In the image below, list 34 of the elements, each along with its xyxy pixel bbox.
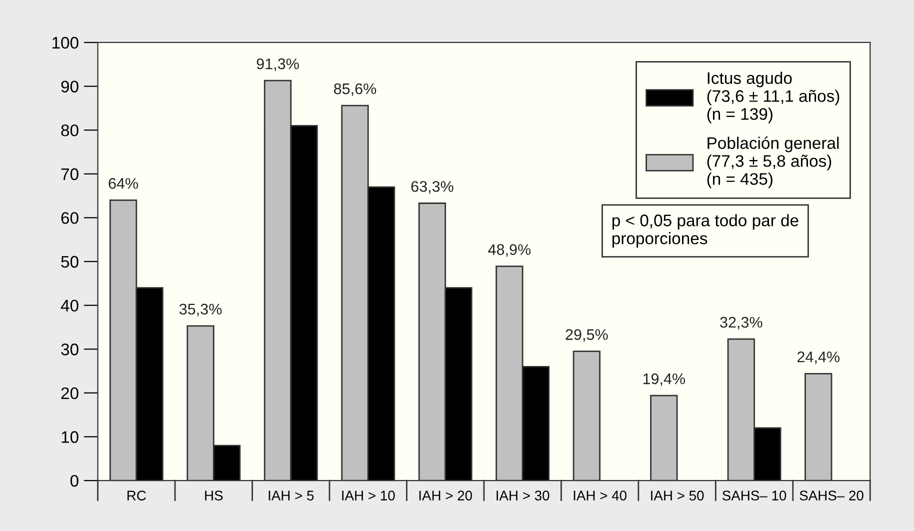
x-tick-label: IAH > 5: [268, 490, 314, 500]
annotation: p < 0,05 para todo par de proporciones: [612, 214, 798, 248]
y-tick-label: 10: [62, 431, 78, 443]
data-label: 19,4%: [643, 373, 686, 386]
x-tick-label: IAH > 50: [651, 490, 704, 500]
legend-label: Población general (77,3 ± 5,8 años) (n = 435): [707, 136, 839, 188]
x-tick-label: SAHS– 10: [722, 490, 786, 500]
data-label: 32,3%: [720, 316, 762, 330]
y-tick-label: 90: [61, 80, 78, 92]
y-tick-label: 70: [61, 168, 78, 180]
y-tick-label: 40: [60, 300, 78, 312]
y-tick-label: 60: [61, 212, 78, 224]
data-label: 29,5%: [566, 329, 608, 342]
data-label: 63,3%: [411, 181, 454, 194]
data-label: 35,3%: [179, 304, 222, 316]
x-tick-label: SAHS– 20: [800, 490, 864, 500]
x-tick-label: IAH > 40: [574, 490, 626, 500]
x-tick-label: RC: [128, 490, 146, 500]
data-label: 64%: [108, 178, 138, 189]
x-tick-label: IAH > 10: [342, 490, 395, 500]
y-tick-label: 0: [70, 474, 78, 487]
y-tick-label: 50: [61, 256, 78, 268]
y-tick-label: 20: [61, 387, 78, 400]
data-label: 24,4%: [797, 351, 840, 364]
x-tick-label: IAH > 30: [496, 490, 550, 500]
data-label: 85,6%: [334, 83, 376, 96]
x-tick-label: HS: [205, 490, 223, 500]
y-tick-label: 80: [61, 124, 78, 136]
y-tick-label: 30: [61, 344, 78, 356]
data-label: 48,9%: [488, 244, 531, 257]
data-label: 91,3%: [256, 58, 299, 72]
legend-label: Ictus agudo (73,6 ± 11,1 años) (n = 139): [707, 72, 840, 124]
y-tick-label: 100: [52, 36, 78, 49]
x-tick-label: IAH > 20: [419, 490, 472, 500]
